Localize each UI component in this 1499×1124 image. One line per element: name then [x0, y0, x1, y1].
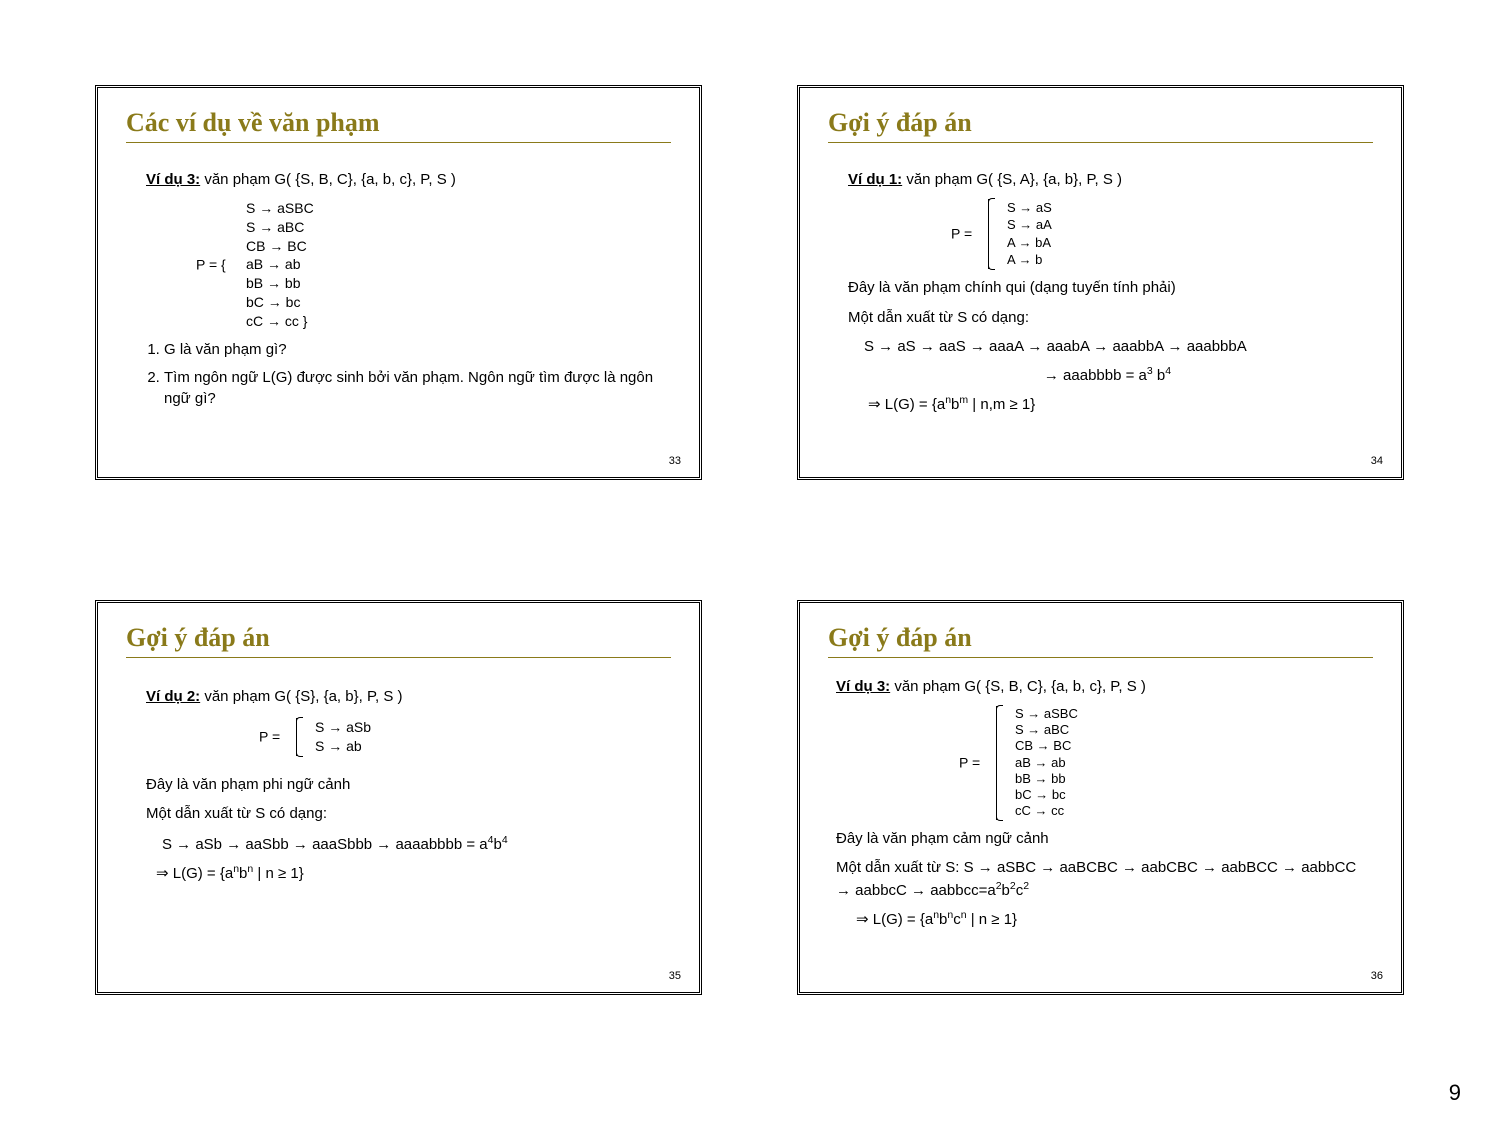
example-label: Ví dụ 3: [146, 171, 200, 188]
production: CB → BC [1015, 738, 1367, 754]
page-number: 35 [669, 970, 681, 982]
production: bB → bb [246, 274, 665, 293]
production: S → aS [1007, 199, 1367, 217]
result: ⇒ L(G) = {anbn | n ≥ 1} [156, 862, 665, 885]
production: A → bA [1007, 234, 1367, 252]
production: S → aSb [315, 718, 665, 737]
production: S → aSBC [246, 199, 665, 218]
sheet-number: 9 [1449, 1080, 1461, 1106]
prod-prefix: P = { [196, 255, 226, 274]
slide-title: Các ví dụ về văn phạm [126, 108, 671, 143]
slide-33: Các ví dụ về văn phạm Ví dụ 3: văn phạm … [95, 85, 702, 480]
production: S → aA [1007, 216, 1367, 234]
slide-34: Gợi ý đáp án Ví dụ 1: văn phạm G( {S, A}… [797, 85, 1404, 480]
example-label: Ví dụ 1: [848, 171, 902, 188]
slide-title: Gợi ý đáp án [828, 623, 1373, 658]
production: S → aSBC [1015, 706, 1367, 722]
production: S → ab [315, 737, 665, 756]
grammar-type: Đây là văn phạm phi ngữ cảnh [146, 774, 665, 796]
derivation: S → aS → aaS → aaaA → aaabA → aaabbA → a… [864, 336, 1367, 358]
production: aB → ab [246, 255, 665, 274]
production: S → aBC [246, 218, 665, 237]
result: ⇒ L(G) = {anbm | n,m ≥ 1} [868, 393, 1367, 416]
production: cC → cc [1015, 803, 1367, 819]
grammar-type: Đây là văn phạm chính qui (dạng tuyến tí… [848, 277, 1367, 299]
production: A → b [1007, 251, 1367, 269]
page-number: 33 [669, 455, 681, 467]
productions-block: P = S → aSBC S → aBC CB → BC aB → ab bB … [996, 706, 1367, 820]
production: bB → bb [1015, 771, 1367, 787]
production: S → aBC [1015, 722, 1367, 738]
production: cC → cc } [246, 312, 665, 331]
grammar-decl: văn phạm G( {S, B, C}, {a, b, c}, P, S ) [894, 678, 1146, 695]
result: ⇒ L(G) = {anbncn | n ≥ 1} [856, 908, 1367, 931]
prod-prefix: P = [951, 224, 972, 243]
question-list: G là văn phạm gì? Tìm ngôn ngữ L(G) được… [150, 339, 665, 410]
slide-36: Gợi ý đáp án Ví dụ 3: văn phạm G( {S, B,… [797, 600, 1404, 995]
derivation: Một dẫn xuất từ S: S → aSBC → aaBCBC → a… [836, 857, 1367, 902]
productions-block: P = S → aSb S → ab [296, 718, 665, 756]
grammar-decl: văn phạm G( {S}, {a, b}, P, S ) [204, 688, 402, 705]
production: bC → bc [1015, 787, 1367, 803]
question-item: Tìm ngôn ngữ L(G) được sinh bởi văn phạm… [164, 367, 665, 411]
page-number: 36 [1371, 970, 1383, 982]
slide-grid: Các ví dụ về văn phạm Ví dụ 3: văn phạm … [95, 85, 1404, 995]
page-number: 34 [1371, 455, 1383, 467]
slide-35: Gợi ý đáp án Ví dụ 2: văn phạm G( {S}, {… [95, 600, 702, 995]
grammar-decl: văn phạm G( {S, A}, {a, b}, P, S ) [906, 171, 1122, 188]
prod-prefix: P = [259, 727, 280, 746]
production: aB → ab [1015, 755, 1367, 771]
grammar-decl: văn phạm G( {S, B, C}, {a, b, c}, P, S ) [204, 171, 456, 188]
prod-prefix: P = [959, 754, 980, 772]
grammar-type: Đây là văn phạm cảm ngữ cảnh [836, 828, 1367, 850]
example-label: Ví dụ 2: [146, 688, 200, 705]
deriv-intro: Một dẫn xuất từ S có dạng: [848, 307, 1367, 329]
productions-block: P = { S → aSBC S → aBC CB → BC aB → ab b… [246, 199, 665, 331]
derivation: S → aSb → aaSbb → aaaSbbb → aaaabbbb = a… [162, 833, 665, 856]
production: bC → bc [246, 293, 665, 312]
example-label: Ví dụ 3: [836, 678, 890, 695]
production: CB → BC [246, 237, 665, 256]
derivation-cont: → aaabbbb = a3 b4 [848, 364, 1367, 387]
question-item: G là văn phạm gì? [164, 339, 665, 361]
slide-title: Gợi ý đáp án [828, 108, 1373, 143]
deriv-intro: Một dẫn xuất từ S có dạng: [146, 803, 665, 825]
slide-title: Gợi ý đáp án [126, 623, 671, 658]
productions-block: P = S → aS S → aA A → bA A → b [988, 199, 1367, 269]
